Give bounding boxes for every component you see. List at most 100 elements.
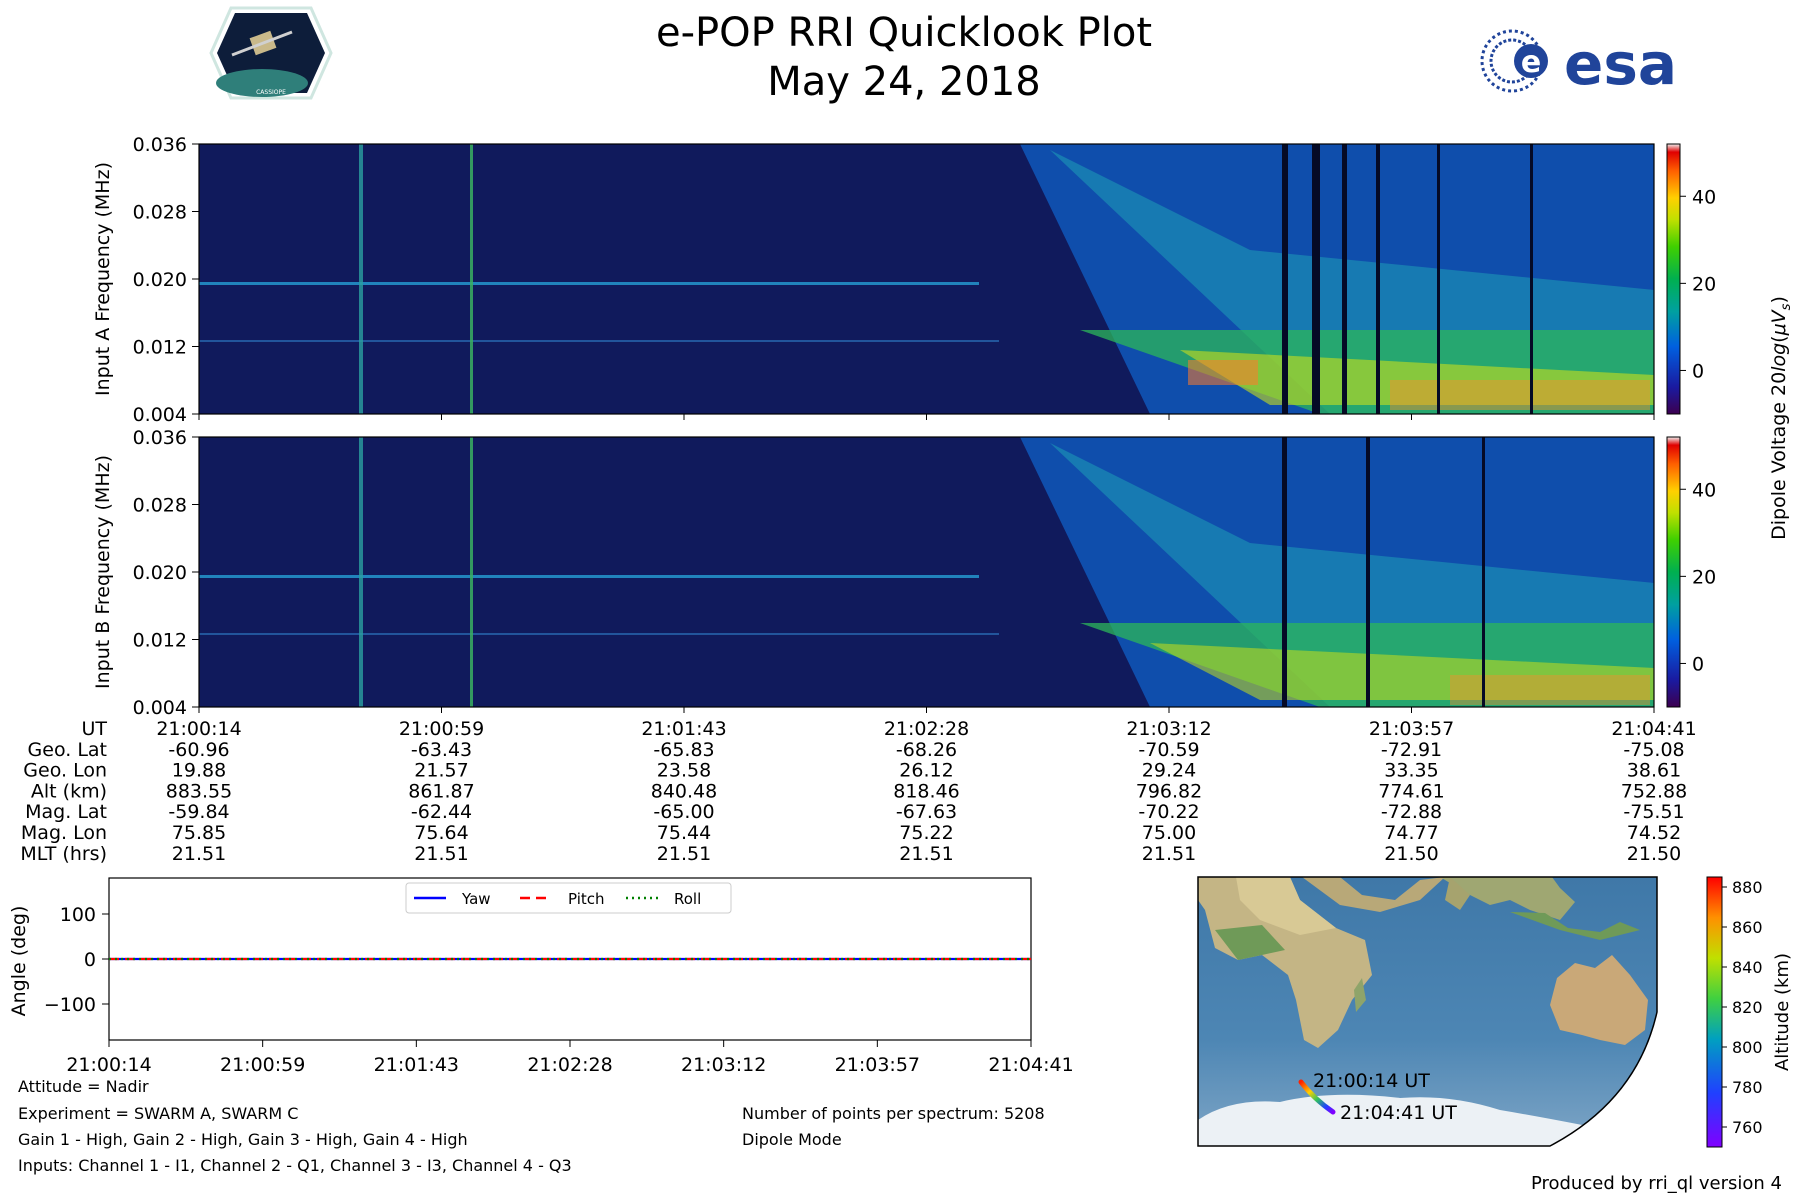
- ephemeris-cell: 840.48: [651, 780, 717, 802]
- ephemeris-cell: 21:00:14: [156, 718, 241, 740]
- ephemeris-cell: 74.77: [1384, 822, 1438, 844]
- ephemeris-cell: 33.35: [1384, 760, 1438, 782]
- legend-label-pitch: Pitch: [568, 890, 605, 908]
- esa-logo-text: esa: [1564, 30, 1677, 98]
- input-b-ytick-label: 0.036: [133, 427, 187, 449]
- ephemeris-cell: 774.61: [1378, 780, 1444, 802]
- svg-text:e: e: [1521, 45, 1541, 80]
- ephemeris-cell: 75.44: [657, 822, 711, 844]
- input-b-ytick-label: 0.004: [133, 697, 187, 719]
- input-b-cbar-label: 40: [1692, 479, 1716, 501]
- altitude-cbar-label: 800: [1732, 1038, 1763, 1057]
- info-attitude: Attitude = Nadir: [18, 1077, 149, 1096]
- legend-label-roll: Roll: [674, 890, 701, 908]
- ephemeris-cell: 21:03:12: [1126, 718, 1211, 740]
- madagascar-shape: [1354, 978, 1366, 1012]
- antarctica-shape: [1198, 1094, 1657, 1146]
- attitude-xtick-label: 21:02:28: [527, 1054, 612, 1076]
- ephemeris-cell: 21:01:43: [641, 718, 726, 740]
- colorbar-label: Dipole Voltage 20log(μVs): [1768, 296, 1794, 540]
- ephemeris-cell: 26.12: [899, 760, 953, 782]
- attitude-ytick-label: −100: [44, 994, 96, 1016]
- ephemeris-cell: 19.88: [172, 760, 226, 782]
- input-a-ylabel: Input A Frequency (MHz): [92, 162, 114, 396]
- ephemeris-cell: -70.22: [1138, 801, 1199, 823]
- ephemeris-cell: 21.51: [1142, 843, 1196, 865]
- input-a-cbar-label: 40: [1692, 186, 1716, 208]
- ephemeris-cell: 75.22: [899, 822, 953, 844]
- ephemeris-cell: -59.84: [168, 801, 229, 823]
- attitude-xtick-label: 21:00:14: [66, 1054, 151, 1076]
- attitude-xtick-label: 21:03:12: [681, 1054, 766, 1076]
- ephemeris-cell: 75.64: [414, 822, 468, 844]
- ephemeris-cell: 818.46: [893, 780, 959, 802]
- attitude-ylabel: Angle (deg): [8, 906, 30, 1017]
- ephemeris-cell: 21.51: [899, 843, 953, 865]
- ephemeris-cell: -72.88: [1381, 801, 1442, 823]
- cassiope-logo: CASSIOPE: [209, 6, 333, 100]
- altitude-cbar-label: 820: [1732, 998, 1763, 1017]
- ephemeris-cell: -75.08: [1623, 739, 1684, 761]
- ephemeris-cell: -68.26: [896, 739, 957, 761]
- ephemeris-cell: -72.91: [1381, 739, 1442, 761]
- attitude-xtick-label: 21:04:41: [988, 1054, 1073, 1076]
- altitude-cbar-label: 780: [1732, 1078, 1763, 1097]
- esa-logo: e esa: [1480, 29, 1677, 98]
- altitude-cbar-label: 760: [1732, 1118, 1763, 1137]
- altitude-colorbar: [1706, 876, 1723, 1148]
- ephemeris-cell: 796.82: [1136, 780, 1202, 802]
- input-a-colorbar: [1666, 143, 1681, 415]
- attitude-xtick-label: 21:01:43: [374, 1054, 459, 1076]
- input-a-ytick-label: 0.028: [133, 202, 187, 224]
- orbit-trajectory: [1298, 1079, 1336, 1115]
- ephemeris-row-label: UT: [81, 718, 107, 740]
- ephemeris-cell: -67.63: [896, 801, 957, 823]
- ephemeris-cell: -63.43: [411, 739, 472, 761]
- ephemeris-cell: 21.50: [1384, 843, 1438, 865]
- australia-shape: [1550, 955, 1648, 1045]
- ephemeris-row-label: Alt (km): [31, 780, 107, 802]
- ephemeris-cell: -75.51: [1623, 801, 1684, 823]
- info-points: Number of points per spectrum: 5208: [742, 1104, 1045, 1123]
- ephemeris-cell: -65.83: [653, 739, 714, 761]
- input-b-ytick-label: 0.012: [133, 630, 187, 652]
- ephemeris-cell: 75.85: [172, 822, 226, 844]
- ephemeris-cell: 23.58: [657, 760, 711, 782]
- ephemeris-row-label: Mag. Lon: [21, 822, 107, 844]
- input-b-panel: [198, 436, 1655, 708]
- attitude-legend: Yaw Pitch Roll: [405, 882, 732, 914]
- altitude-cbar-label: 860: [1732, 918, 1763, 937]
- ephemeris-cell: -62.44: [411, 801, 472, 823]
- indonesia-shape: [1510, 912, 1640, 940]
- orbit-map: [1198, 877, 1657, 1146]
- trajectory-end-label: 21:04:41 UT: [1340, 1102, 1457, 1124]
- altitude-cbar-label: 880: [1732, 878, 1763, 897]
- attitude-ytick-label: 100: [60, 904, 96, 926]
- info-experiment: Experiment = SWARM A, SWARM C: [18, 1104, 298, 1123]
- input-b-cbar-label: 0: [1692, 653, 1704, 675]
- ephemeris-cell: 29.24: [1142, 760, 1196, 782]
- legend-label-yaw: Yaw: [461, 890, 491, 908]
- ephemeris-cell: 38.61: [1627, 760, 1681, 782]
- ephemeris-cell: 21:04:41: [1611, 718, 1696, 740]
- ephemeris-cell: 21.50: [1627, 843, 1681, 865]
- ephemeris-cell: -65.00: [653, 801, 714, 823]
- input-a-ytick-label: 0.012: [133, 337, 187, 359]
- middle-east-shape: [1302, 877, 1445, 912]
- ephemeris-cell: 21:00:59: [399, 718, 484, 740]
- input-b-cbar-label: 20: [1692, 566, 1716, 588]
- ephemeris-cell: 21.51: [657, 843, 711, 865]
- attitude-ytick-label: 0: [84, 949, 96, 971]
- ephemeris-cell: -70.59: [1138, 739, 1199, 761]
- asia-shape: [1440, 877, 1575, 920]
- ephemeris-cell: 21:03:57: [1369, 718, 1454, 740]
- input-b-colorbar: [1666, 436, 1681, 708]
- altitude-cbar-label: 840: [1732, 958, 1763, 977]
- africa-shape: [1198, 877, 1372, 1048]
- ephemeris-cell: 21.51: [414, 843, 468, 865]
- input-a-cbar-label: 20: [1692, 273, 1716, 295]
- input-a-ytick-label: 0.004: [133, 404, 187, 426]
- page-date: May 24, 2018: [767, 59, 1041, 105]
